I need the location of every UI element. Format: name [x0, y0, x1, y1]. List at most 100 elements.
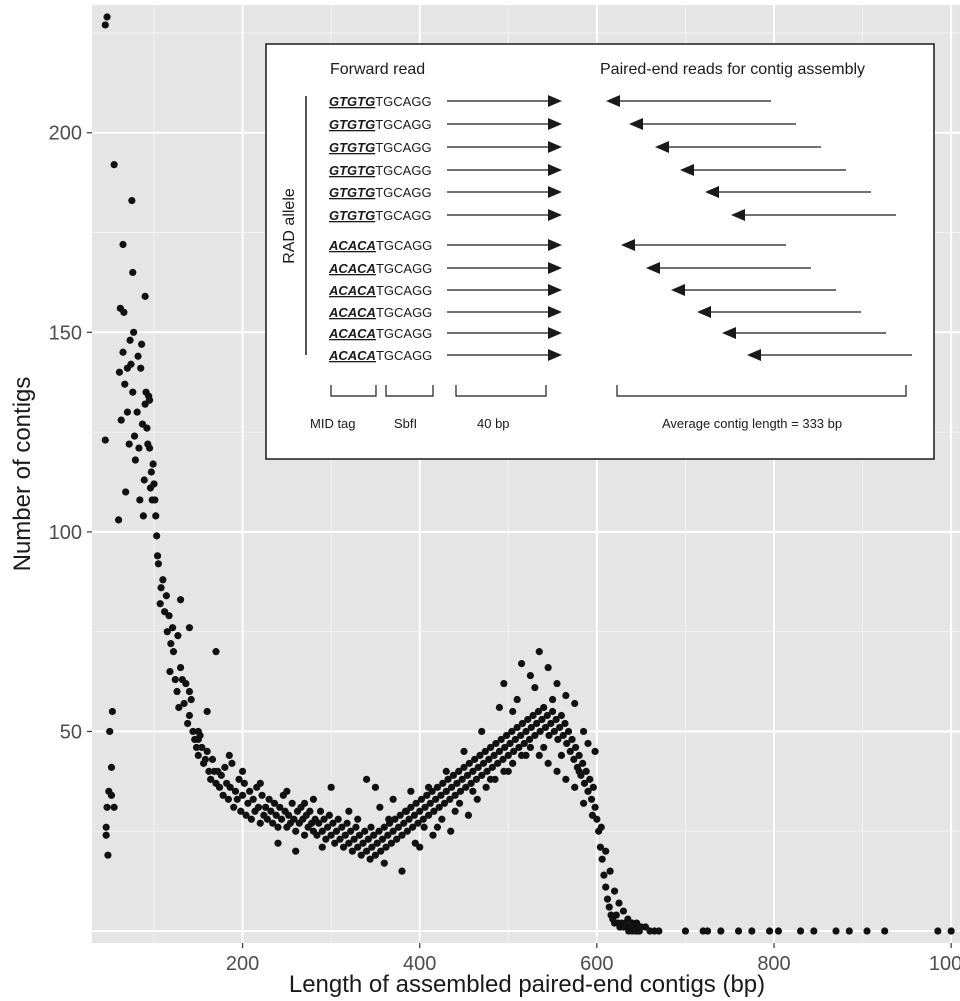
data-point — [774, 927, 783, 935]
data-point — [410, 811, 418, 819]
data-point — [128, 196, 136, 205]
data-point — [579, 799, 588, 807]
data-point — [570, 755, 578, 763]
data-point — [182, 679, 190, 688]
data-point — [331, 839, 339, 847]
data-point — [368, 843, 376, 851]
data-point — [378, 835, 387, 843]
data-point — [562, 691, 570, 700]
data-point — [446, 795, 454, 803]
mid-tag-sequence: ACACA — [328, 238, 376, 253]
data-point — [579, 759, 587, 767]
read-sequence: ACACATGCAGG — [328, 326, 432, 341]
data-point — [138, 340, 146, 348]
data-point — [655, 927, 663, 935]
data-point — [412, 799, 420, 807]
data-point — [550, 727, 558, 736]
data-point — [619, 907, 628, 915]
data-point — [389, 827, 397, 835]
sbfi-site-sequence: TGCAGG — [375, 140, 431, 155]
data-point — [101, 21, 109, 29]
avg-contig-label: Average contig length = 333 bp — [662, 416, 842, 431]
reverse-arrowhead — [697, 306, 711, 318]
data-point — [194, 735, 202, 744]
data-point — [151, 496, 159, 504]
data-point — [240, 779, 248, 787]
data-point — [201, 755, 209, 763]
data-point — [247, 815, 256, 823]
sbfi-site-sequence: TGCAGG — [375, 94, 431, 109]
data-point — [150, 480, 158, 488]
data-point — [143, 424, 151, 432]
read-sequence: GTGTGTGCAGG — [329, 163, 432, 178]
data-point — [145, 444, 154, 452]
data-point — [224, 795, 232, 803]
x-axis-ticks: 200 400 600 800 1000 — [226, 943, 960, 975]
data-point — [292, 847, 300, 855]
data-point — [509, 707, 517, 716]
data-point — [166, 667, 174, 676]
data-point — [458, 775, 466, 783]
forward-arrowhead — [548, 306, 562, 318]
mid-tag-sequence: GTGTG — [329, 208, 375, 223]
read-sequence: ACACATGCAGG — [328, 305, 432, 320]
data-point — [541, 723, 550, 732]
data-point — [141, 292, 149, 300]
reverse-arrowhead — [646, 262, 660, 274]
data-point — [424, 783, 433, 791]
data-point — [575, 767, 583, 775]
data-point — [591, 803, 599, 811]
data-point — [444, 775, 452, 783]
data-point — [605, 903, 613, 911]
x-tick-label: 200 — [226, 953, 259, 975]
data-point — [524, 715, 532, 724]
data-point — [520, 739, 528, 748]
forward-arrowhead — [548, 349, 562, 361]
data-point — [119, 240, 127, 249]
data-point — [423, 791, 431, 799]
contig-length-brace — [616, 385, 907, 397]
data-point — [103, 803, 111, 811]
data-point — [258, 791, 266, 799]
data-point — [482, 783, 490, 791]
data-point — [734, 927, 743, 935]
data-point — [571, 699, 579, 708]
data-point — [588, 811, 597, 819]
data-point — [474, 763, 482, 771]
y-tick-label: 200 — [49, 123, 82, 145]
data-point — [184, 719, 192, 728]
sbfi-site-sequence: TGCAGG — [376, 348, 432, 363]
data-point — [145, 396, 154, 404]
sbfi-site-sequence: TGCAGG — [376, 326, 432, 341]
data-point — [612, 911, 620, 919]
data-point — [451, 791, 459, 799]
read-rows: GTGTGTGCAGGGTGTGTGCAGGGTGTGTGCAGGGTGTGTG… — [328, 94, 912, 363]
data-point — [263, 815, 271, 823]
reverse-arrowhead — [629, 118, 643, 130]
data-point — [579, 727, 588, 736]
data-point — [325, 811, 333, 819]
data-point — [432, 795, 440, 803]
data-point — [400, 819, 408, 827]
sbfi-site-sequence: TGCAGG — [376, 283, 432, 298]
data-point — [318, 843, 326, 851]
reverse-arrowhead — [606, 95, 620, 107]
data-point — [810, 927, 818, 935]
data-point — [267, 807, 275, 815]
data-point — [106, 727, 114, 736]
data-point — [548, 707, 557, 716]
forward-arrowhead — [548, 239, 562, 251]
data-point — [398, 831, 406, 839]
data-point — [238, 767, 247, 775]
y-axis-title: Number of contigs — [9, 377, 36, 572]
data-point — [748, 927, 756, 935]
data-point — [615, 899, 623, 907]
sbfi-site-sequence: TGCAGG — [376, 305, 432, 320]
read-sequence: GTGTGTGCAGG — [329, 117, 432, 132]
data-point — [119, 348, 127, 356]
data-point — [192, 743, 201, 752]
x-tick-label: 800 — [757, 953, 790, 975]
data-point — [417, 795, 426, 803]
data-point — [140, 476, 148, 484]
data-point — [338, 823, 346, 831]
